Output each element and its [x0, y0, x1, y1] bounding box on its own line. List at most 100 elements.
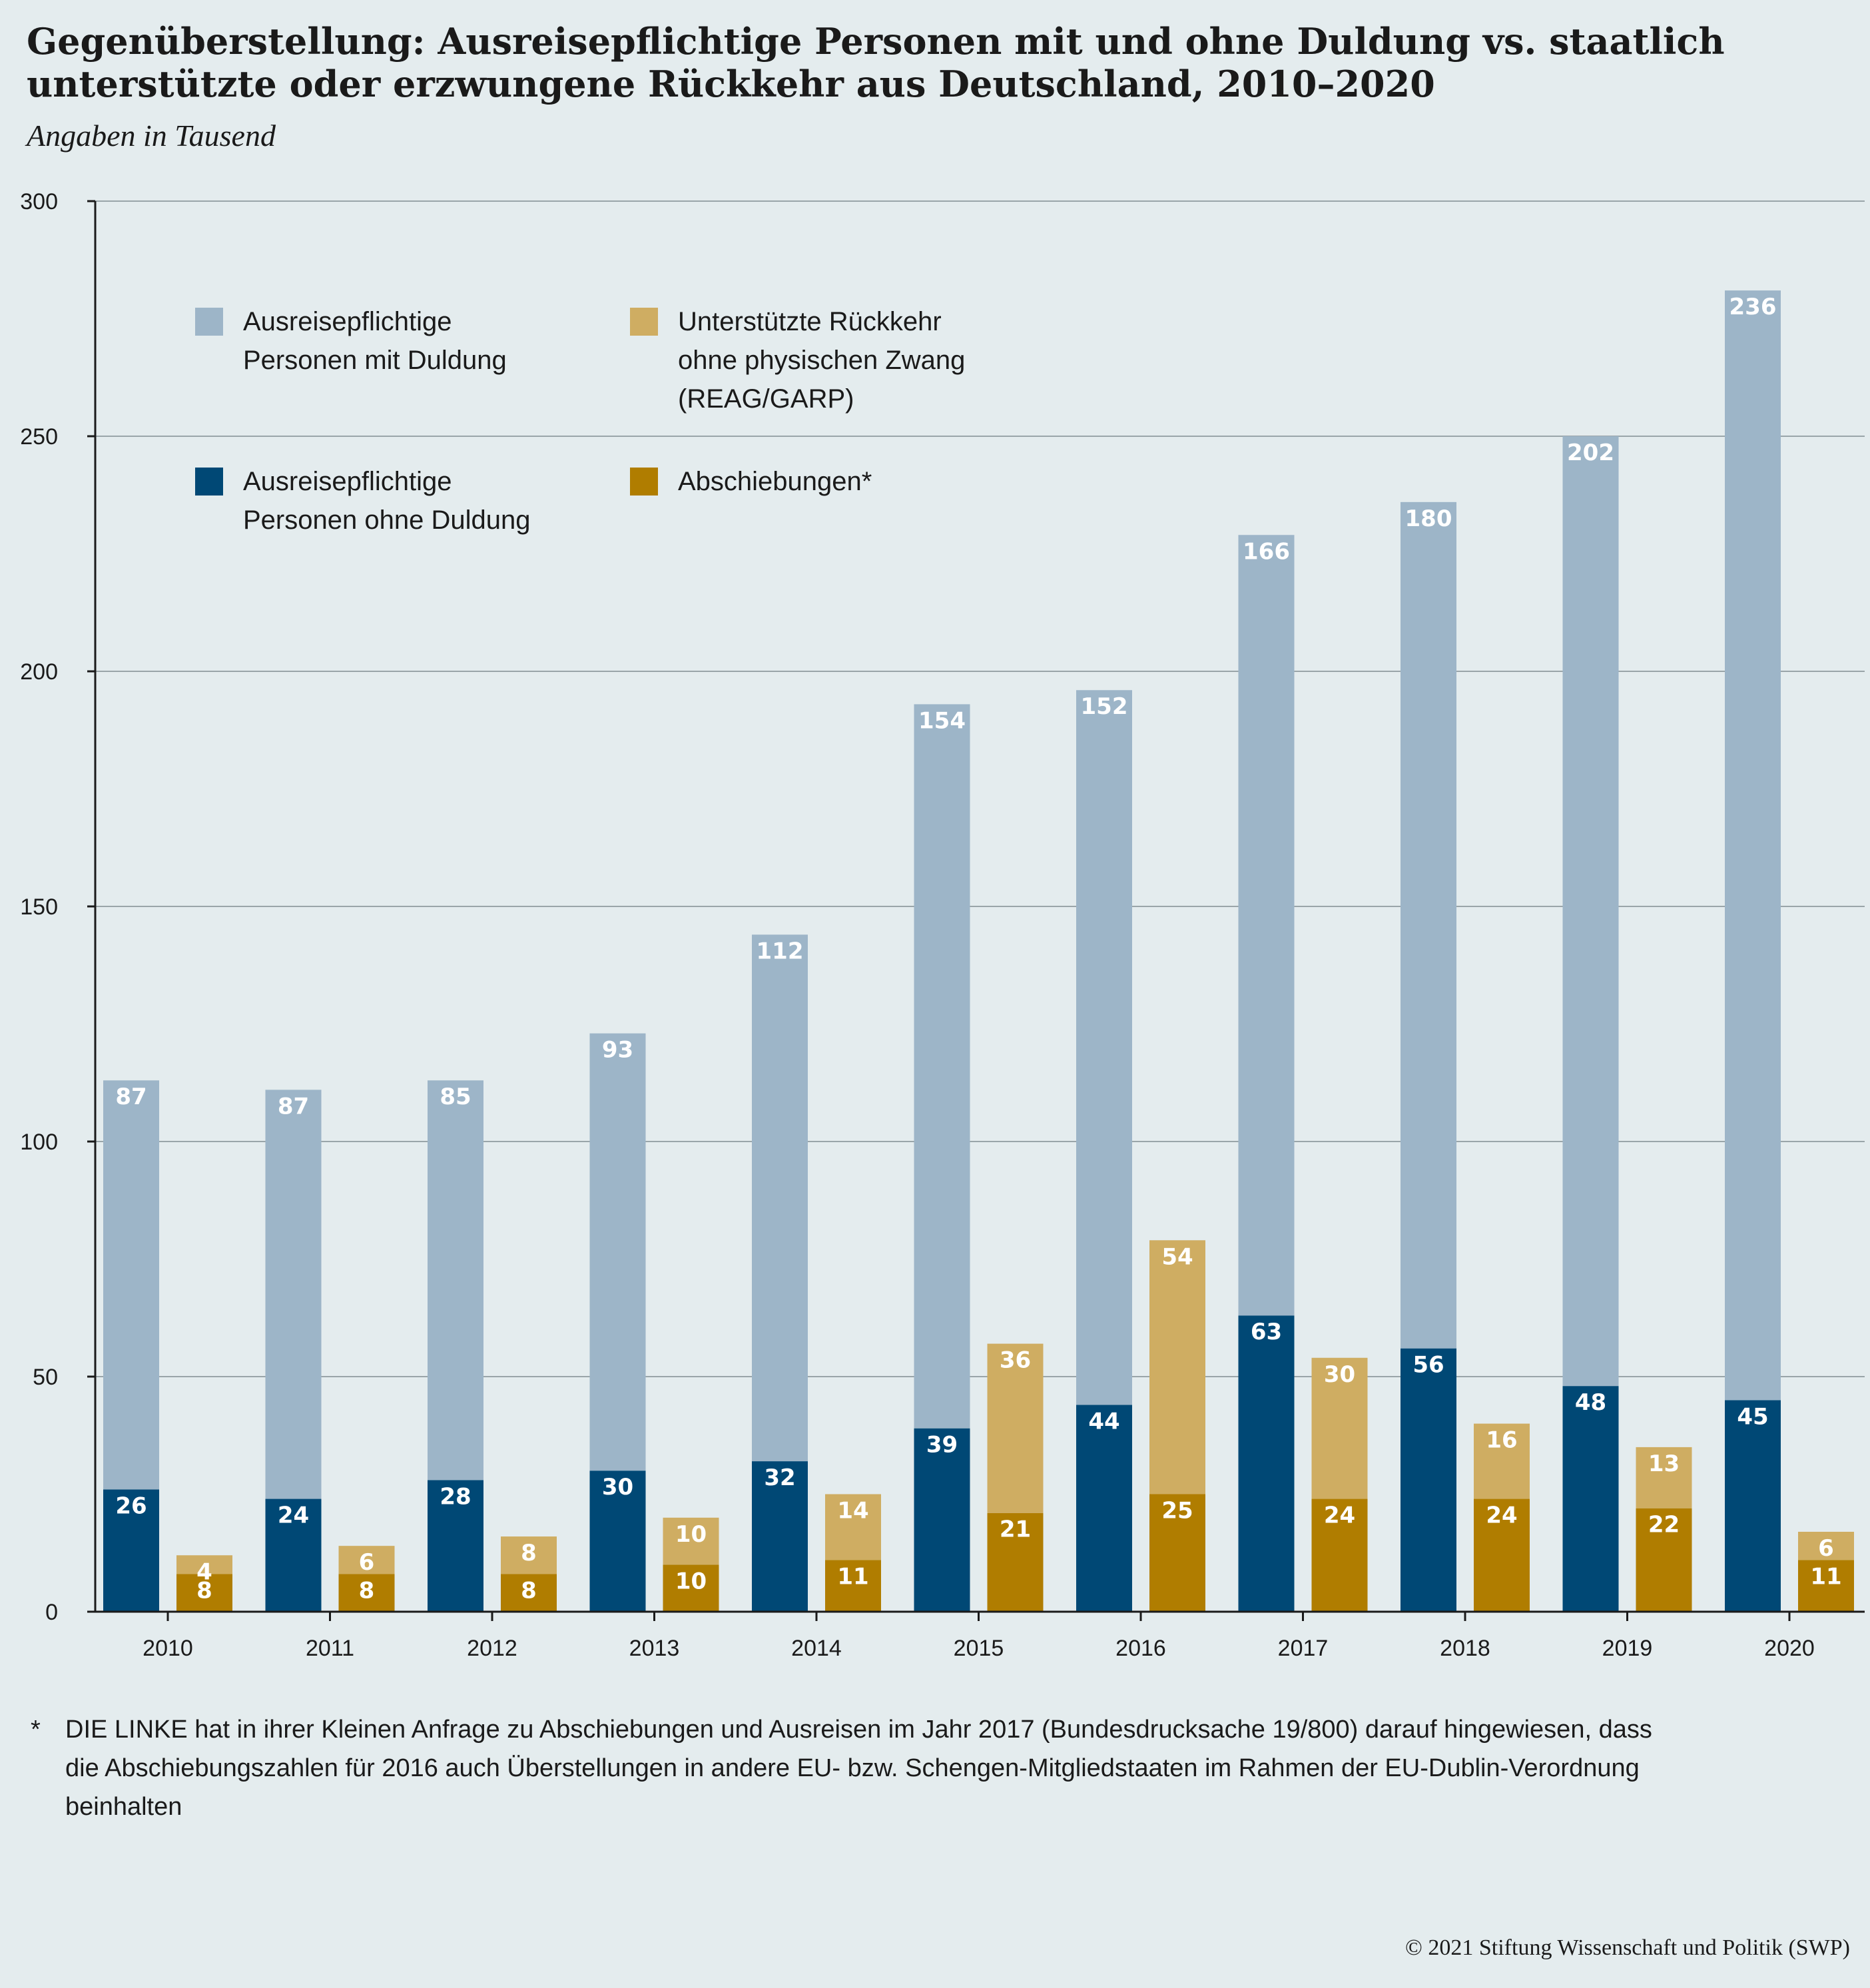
bar-segment	[914, 1428, 970, 1612]
bar-value-label: 21	[1000, 1516, 1031, 1543]
bar-segment	[338, 1574, 395, 1612]
bar-value-label: 16	[1486, 1427, 1517, 1454]
bar-value-label: 25	[1161, 1498, 1193, 1524]
bar-segment	[1238, 1315, 1295, 1612]
bar-segment	[1725, 1400, 1781, 1612]
legend-label: Ausreisepflichtige	[243, 307, 452, 336]
bar-value-label: 30	[1324, 1361, 1355, 1388]
bar-segment	[1311, 1357, 1368, 1499]
bar-value-label: 8	[359, 1578, 375, 1604]
bar-chart: 2687842487862885883093101032112111439154…	[20, 189, 1865, 1661]
legend-label: Personen mit Duldung	[243, 346, 507, 375]
bar-segment	[663, 1564, 719, 1612]
bar-value-label: 26	[115, 1492, 147, 1519]
bar-segment	[1149, 1240, 1205, 1494]
bar-segment	[1798, 1560, 1854, 1612]
x-tick-label: 2019	[1602, 1636, 1653, 1661]
bar-segment	[428, 1080, 483, 1481]
bar-segment	[176, 1555, 232, 1574]
bar-value-label: 6	[359, 1549, 375, 1576]
y-tick-label: 100	[20, 1130, 58, 1155]
bar-segment	[501, 1536, 557, 1574]
copyright: © 2021 Stiftung Wissenschaft und Politik…	[1405, 1935, 1850, 1960]
bar-value-label: 8	[521, 1540, 537, 1566]
bar-segment	[103, 1080, 159, 1490]
x-tick-label: 2015	[954, 1636, 1004, 1661]
bar-segment	[589, 1033, 646, 1471]
y-tick-label: 150	[20, 894, 58, 920]
bar-segment	[1076, 690, 1132, 1405]
bar-value-label: 154	[918, 707, 966, 734]
bar-segment	[1401, 1348, 1456, 1612]
legend: Ausreisepflichtige Personen mit Duldung Un…	[195, 307, 965, 535]
y-tick-label: 250	[20, 424, 58, 450]
bar-value-label: 28	[440, 1483, 471, 1510]
bar-value-label: 166	[1243, 538, 1290, 565]
bar-segment	[103, 1489, 159, 1612]
bar-value-label: 11	[1810, 1563, 1841, 1590]
legend-swatch	[630, 308, 658, 336]
bar-value-label: 87	[115, 1084, 147, 1110]
y-tick-label: 0	[45, 1600, 58, 1625]
bar-segment	[265, 1498, 322, 1612]
footnote-text: DIE LINKE hat in ihrer Kleinen Anfrage z…	[65, 1716, 1652, 1821]
bar-value-label: 112	[757, 938, 804, 964]
bar-value-label: 10	[675, 1521, 707, 1548]
x-tick-label: 2016	[1115, 1636, 1166, 1661]
bar-value-label: 45	[1737, 1403, 1768, 1430]
legend-label: Abschiebungen*	[678, 467, 872, 496]
bar-value-label: 236	[1729, 294, 1777, 320]
bar-value-label: 48	[1575, 1389, 1606, 1416]
bar-value-label: 11	[837, 1563, 868, 1590]
bar-value-label: 14	[837, 1498, 868, 1524]
bar-segment	[1562, 436, 1619, 1387]
bar-value-label: 6	[1818, 1535, 1834, 1562]
x-tick-label: 2010	[143, 1636, 193, 1661]
chart-subtitle: Angaben in Tausend	[27, 119, 276, 153]
bar-segment	[1238, 535, 1295, 1316]
bar-segment	[1798, 1531, 1854, 1560]
bar-value-label: 93	[602, 1037, 633, 1064]
x-tick-label: 2012	[467, 1636, 517, 1661]
x-tick-label: 2020	[1764, 1636, 1815, 1661]
bar-segment	[1725, 290, 1781, 1401]
bar-segment	[825, 1560, 881, 1612]
bar-segment	[752, 1461, 808, 1612]
bar-value-label: 56	[1412, 1352, 1444, 1379]
bar-value-label: 54	[1161, 1243, 1193, 1270]
bars: 2687842487862885883093101032112111439154…	[103, 290, 1854, 1612]
legend-swatch	[195, 468, 223, 496]
chart-title: Gegenüberstellung: Ausreisepflichtige Pe…	[27, 20, 1725, 105]
x-tick-label: 2014	[791, 1636, 842, 1661]
legend-swatch	[630, 468, 658, 496]
bar-segment	[1474, 1423, 1530, 1499]
bar-value-label: 36	[1000, 1347, 1031, 1374]
bar-value-label: 63	[1251, 1319, 1282, 1345]
x-tick-label: 2013	[629, 1636, 680, 1661]
bar-segment	[914, 704, 970, 1429]
legend-label: Unterstützte Rückkehr	[678, 307, 942, 336]
bar-segment	[1401, 501, 1456, 1349]
bar-value-label: 39	[926, 1432, 958, 1459]
bar-value-label: 24	[1324, 1502, 1355, 1529]
y-tick-label: 300	[20, 189, 58, 214]
bar-segment	[1311, 1498, 1368, 1612]
legend-label: Ausreisepflichtige	[243, 467, 452, 496]
bar-segment	[987, 1512, 1044, 1612]
bar-value-label: 87	[278, 1093, 309, 1120]
bar-segment	[987, 1343, 1044, 1513]
bar-value-label: 44	[1088, 1408, 1119, 1435]
bar-value-label: 4	[196, 1558, 212, 1585]
bar-value-label: 24	[1486, 1502, 1517, 1529]
legend-label: (REAG/GARP)	[678, 384, 854, 414]
bar-value-label: 30	[602, 1474, 633, 1500]
bar-segment	[1636, 1447, 1692, 1508]
bar-value-label: 152	[1081, 693, 1128, 720]
x-tick-label: 2018	[1440, 1636, 1490, 1661]
footnote: * DIE LINKE hat in ihrer Kleinen Anfrage…	[27, 1710, 1665, 1826]
axes: 0 50 100 150 200 250 300 2010 2011 2012 2013 2014 20…	[20, 189, 1865, 1661]
y-tick-label: 50	[33, 1365, 58, 1390]
x-tick-label: 2017	[1278, 1636, 1329, 1661]
bar-segment	[428, 1480, 483, 1612]
bar-segment	[589, 1471, 646, 1612]
